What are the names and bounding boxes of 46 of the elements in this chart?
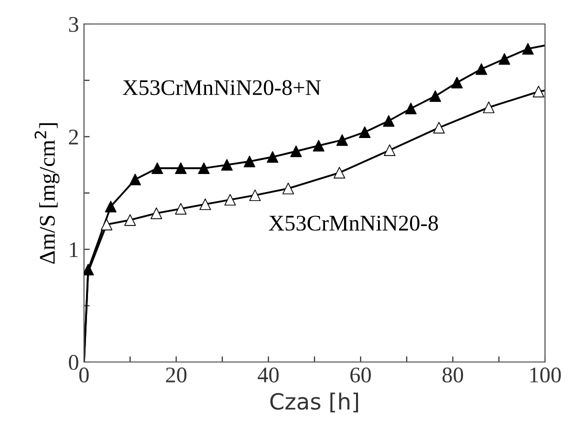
y-tick-label: 1 bbox=[70, 242, 78, 258]
point bbox=[152, 162, 164, 174]
point bbox=[104, 200, 117, 212]
x-tick-label: 0 bbox=[79, 368, 89, 382]
x-tick-label: 80 bbox=[442, 368, 464, 382]
point bbox=[198, 162, 210, 174]
point bbox=[405, 102, 417, 114]
point bbox=[266, 151, 278, 163]
point bbox=[312, 140, 324, 152]
point bbox=[384, 144, 396, 156]
point bbox=[100, 218, 112, 230]
point bbox=[244, 156, 256, 168]
y-tick-label: 2 bbox=[69, 130, 78, 144]
point bbox=[221, 159, 233, 171]
point bbox=[282, 182, 294, 194]
annotation: X53CrMnNiN20-8+N bbox=[122, 80, 321, 96]
point bbox=[199, 198, 212, 210]
point bbox=[476, 63, 488, 75]
point bbox=[522, 42, 534, 55]
point bbox=[336, 134, 348, 146]
point bbox=[482, 102, 495, 114]
point bbox=[532, 86, 544, 98]
x-tick-label: 60 bbox=[350, 368, 371, 382]
x-tick-label: 100 bbox=[530, 368, 561, 382]
x-axis-title: Czas [h] bbox=[270, 392, 358, 412]
point bbox=[334, 166, 346, 179]
point bbox=[429, 90, 442, 102]
y-axis-title: Δm/S [mg/cm$^{2}$] bbox=[34, 123, 60, 264]
point bbox=[382, 115, 395, 127]
point bbox=[433, 122, 445, 134]
point bbox=[451, 76, 463, 88]
point bbox=[175, 202, 187, 215]
point bbox=[224, 194, 236, 206]
y-tick-label: 3 bbox=[69, 16, 78, 32]
point bbox=[249, 189, 261, 202]
point bbox=[124, 214, 136, 226]
y-tick-label: 0 bbox=[68, 354, 78, 370]
annotation: X53CrMnNiN20-8 bbox=[268, 216, 438, 231]
x-tick-label: 40 bbox=[258, 368, 279, 382]
point bbox=[150, 207, 162, 220]
point bbox=[175, 162, 187, 174]
point bbox=[358, 126, 371, 138]
point bbox=[129, 174, 141, 186]
x-tick-label: 20 bbox=[166, 368, 186, 382]
point bbox=[498, 53, 510, 65]
point bbox=[290, 146, 302, 158]
